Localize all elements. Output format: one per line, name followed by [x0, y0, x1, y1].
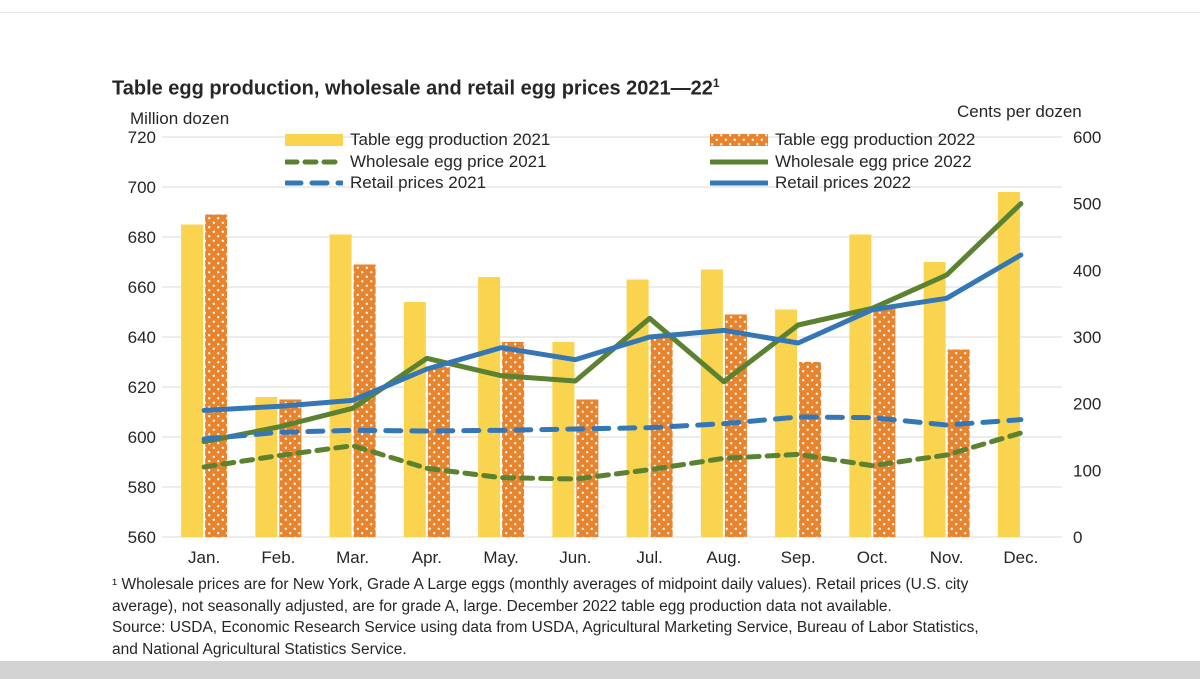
- production-2021-swatch: [285, 133, 343, 147]
- legend-item-wholesale-2022: Wholesale egg price 2022: [708, 152, 972, 172]
- retail-2022-swatch: [708, 176, 770, 190]
- svg-text:Apr.: Apr.: [412, 548, 442, 567]
- chart-title-text: Table egg production, wholesale and reta…: [112, 77, 713, 100]
- right-axis-unit-label: Cents per dozen: [957, 102, 1082, 121]
- svg-text:580: 580: [128, 478, 156, 497]
- page-bottom-edge: [0, 661, 1200, 679]
- svg-text:Dec.: Dec.: [1003, 548, 1038, 567]
- svg-text:Jun.: Jun.: [559, 548, 591, 567]
- svg-text:Jan.: Jan.: [188, 548, 220, 567]
- chart-title-footnote-marker: 1: [712, 76, 720, 90]
- legend-label-wholesale-2021: Wholesale egg price 2021: [350, 152, 547, 171]
- svg-text:560: 560: [128, 528, 156, 547]
- source-line-1: Source: USDA, Economic Research Service …: [112, 619, 979, 636]
- svg-text:200: 200: [1073, 395, 1101, 414]
- svg-text:600: 600: [128, 428, 156, 447]
- retail-2021-swatch: [283, 176, 345, 190]
- svg-text:Jul.: Jul.: [636, 548, 662, 567]
- svg-text:660: 660: [128, 278, 156, 297]
- legend-item-wholesale-2021: Wholesale egg price 2021: [283, 152, 547, 172]
- legend-label-production-2021: Table egg production 2021: [350, 130, 551, 149]
- svg-text:May.: May.: [483, 548, 519, 567]
- svg-text:Aug.: Aug.: [706, 548, 741, 567]
- left-axis-unit-label: Million dozen: [130, 109, 230, 128]
- svg-text:300: 300: [1073, 328, 1101, 347]
- svg-text:0: 0: [1073, 528, 1082, 547]
- svg-text:Sep.: Sep.: [781, 548, 816, 567]
- chart-title: Table egg production, wholesale and reta…: [112, 76, 720, 101]
- legend-item-production-2022: Table egg production 2022: [710, 130, 975, 150]
- svg-text:Oct.: Oct.: [857, 548, 888, 567]
- legend-label-wholesale-2022: Wholesale egg price 2022: [775, 152, 972, 171]
- legend-item-retail-2022: Retail prices 2022: [708, 173, 912, 193]
- svg-text:700: 700: [128, 178, 156, 197]
- svg-text:Nov.: Nov.: [930, 548, 964, 567]
- svg-text:720: 720: [128, 128, 156, 147]
- svg-text:Mar.: Mar.: [336, 548, 369, 567]
- legend-item-production-2021: Table egg production 2021: [285, 130, 550, 150]
- legend-item-retail-2021: Retail prices 2021: [283, 173, 487, 193]
- legend-label-retail-2021: Retail prices 2021: [350, 173, 487, 192]
- svg-text:400: 400: [1073, 261, 1101, 280]
- footnote-line-1: ¹ Wholesale prices are for New York, Gra…: [112, 576, 969, 593]
- source-line-2: and National Agricultural Statistics Ser…: [112, 640, 407, 658]
- footnote: ¹ Wholesale prices are for New York, Gra…: [112, 574, 979, 660]
- svg-text:Feb.: Feb.: [261, 548, 295, 567]
- legend-label-production-2022: Table egg production 2022: [775, 130, 976, 149]
- top-divider-line: [0, 12, 1200, 13]
- footnote-line-2: average), not seasonally adjusted, are f…: [112, 597, 892, 615]
- production-2022-swatch: [710, 133, 768, 147]
- wholesale-2021-swatch: [283, 155, 345, 169]
- svg-text:500: 500: [1073, 195, 1101, 214]
- svg-text:680: 680: [128, 228, 156, 247]
- svg-text:620: 620: [128, 378, 156, 397]
- svg-text:640: 640: [128, 328, 156, 347]
- wholesale-2022-swatch: [708, 155, 770, 169]
- legend-label-retail-2022: Retail prices 2022: [775, 173, 912, 192]
- svg-text:600: 600: [1073, 128, 1101, 147]
- svg-text:100: 100: [1073, 461, 1101, 480]
